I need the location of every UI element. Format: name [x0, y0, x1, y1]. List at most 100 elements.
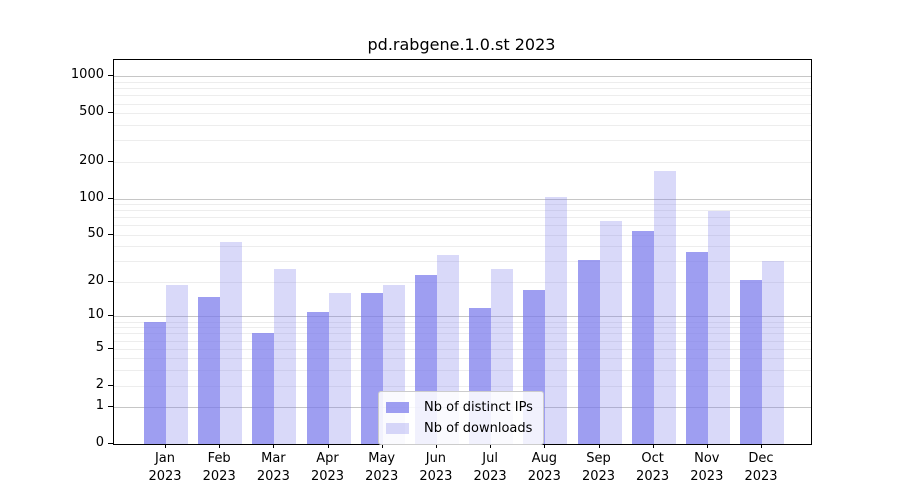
legend-swatch-downloads	[386, 423, 409, 434]
minor-gridline	[114, 340, 811, 342]
x-tick-label: Jan 2023	[148, 451, 182, 484]
y-tick-mark	[108, 347, 113, 349]
y-tick-mark	[108, 384, 113, 386]
x-tick-label: Apr 2023	[310, 451, 345, 484]
minor-gridline	[114, 88, 811, 90]
minor-gridline	[114, 358, 811, 360]
y-tick-mark	[108, 75, 113, 77]
minor-gridline	[114, 82, 811, 83]
x-tick-label: Sep 2023	[581, 451, 616, 484]
minor-gridline	[114, 370, 811, 372]
y-tick-label: 20	[87, 273, 104, 288]
x-tick-mark	[598, 444, 600, 448]
y-tick-label: 1000	[70, 67, 104, 83]
x-tick-mark	[490, 444, 492, 448]
minor-gridline	[114, 234, 811, 236]
minor-gridline	[114, 161, 811, 163]
minor-gridline	[114, 103, 811, 105]
minor-gridline	[114, 282, 811, 283]
minor-gridline	[114, 217, 811, 219]
minor-gridline	[114, 125, 811, 127]
minor-gridline	[114, 204, 811, 205]
x-tick-mark	[652, 444, 654, 448]
x-tick-mark	[273, 444, 275, 448]
x-tick-mark	[219, 444, 221, 448]
y-tick-label: 500	[79, 104, 104, 120]
minor-gridline	[114, 385, 811, 387]
y-tick-mark	[108, 443, 113, 444]
x-tick-mark	[544, 444, 546, 448]
bar-may-distinct-ips	[360, 293, 383, 444]
bar-feb-distinct-ips	[198, 296, 221, 444]
minor-gridline	[114, 140, 811, 142]
major-gridline	[114, 198, 811, 200]
y-tick-label: 200	[79, 152, 104, 168]
x-tick-mark	[435, 444, 437, 448]
x-tick-label: Oct 2023	[636, 451, 670, 484]
x-tick-mark	[761, 444, 762, 448]
legend-label-downloads: Nb of downloads	[424, 421, 533, 436]
y-tick-mark	[108, 197, 113, 199]
y-tick-mark	[108, 315, 113, 317]
x-tick-label: Dec 2023	[744, 451, 778, 484]
minor-gridline	[114, 95, 811, 97]
minor-gridline	[114, 321, 811, 323]
major-gridline	[114, 316, 811, 318]
y-tick-label: 50	[87, 225, 104, 241]
bar-apr-downloads	[328, 293, 351, 444]
legend-item-downloads: Nb of downloads	[386, 418, 533, 439]
bar-nov-distinct-ips	[685, 251, 708, 444]
plot-area	[113, 59, 812, 445]
minor-gridline	[114, 210, 811, 212]
bar-oct-distinct-ips	[631, 230, 654, 444]
x-tick-mark	[381, 444, 383, 448]
minor-gridline	[114, 113, 811, 115]
bar-sep-downloads	[599, 221, 622, 444]
bar-dec-downloads	[762, 261, 784, 444]
x-tick-mark	[327, 444, 329, 448]
bar-mar-distinct-ips	[252, 333, 275, 444]
minor-gridline	[114, 333, 811, 335]
x-tick-mark	[165, 444, 166, 448]
bar-feb-downloads	[220, 241, 243, 444]
major-gridline	[114, 76, 811, 78]
bar-dec-distinct-ips	[740, 279, 762, 444]
y-tick-label: 10	[87, 307, 104, 323]
minor-gridline	[114, 327, 811, 329]
bar-sep-distinct-ips	[577, 259, 600, 444]
bar-jan-distinct-ips	[144, 321, 166, 444]
y-tick-mark	[108, 281, 113, 282]
legend-item-distinct-ips: Nb of distinct IPs	[386, 397, 533, 418]
legend-label-distinct-ips: Nb of distinct IPs	[424, 400, 533, 415]
y-tick-label: 100	[79, 189, 104, 205]
y-tick-label: 2	[95, 376, 104, 392]
x-tick-label: Jul 2023	[473, 451, 507, 484]
x-tick-mark	[706, 444, 708, 448]
minor-gridline	[114, 225, 811, 227]
y-tick-mark	[108, 160, 113, 162]
bar-apr-distinct-ips	[306, 311, 329, 444]
legend-swatch-distinct-ips	[386, 402, 409, 413]
bar-mar-downloads	[274, 268, 297, 444]
x-tick-label: Feb 2023	[202, 451, 236, 484]
bar-aug-downloads	[545, 196, 568, 444]
y-tick-mark	[108, 233, 113, 235]
y-tick-label: 5	[95, 339, 104, 355]
x-tick-label: May 2023	[365, 451, 399, 484]
minor-gridline	[114, 348, 811, 350]
x-tick-label: Mar 2023	[256, 451, 290, 484]
y-tick-label: 1	[95, 398, 104, 414]
bar-jan-downloads	[166, 284, 188, 444]
y-tick-mark	[108, 112, 113, 114]
bar-oct-downloads	[653, 171, 676, 444]
x-tick-label: Nov 2023	[690, 451, 724, 484]
x-tick-label: Aug 2023	[527, 451, 561, 484]
y-tick-mark	[108, 406, 113, 408]
legend: Nb of distinct IPs Nb of downloads	[378, 391, 544, 445]
y-tick-label: 0	[95, 435, 104, 450]
bar-nov-downloads	[707, 210, 730, 444]
x-tick-label: Jun 2023	[419, 451, 453, 484]
minor-gridline	[114, 246, 811, 248]
chart-title: pd.rabgene.1.0.st 2023	[367, 35, 556, 54]
